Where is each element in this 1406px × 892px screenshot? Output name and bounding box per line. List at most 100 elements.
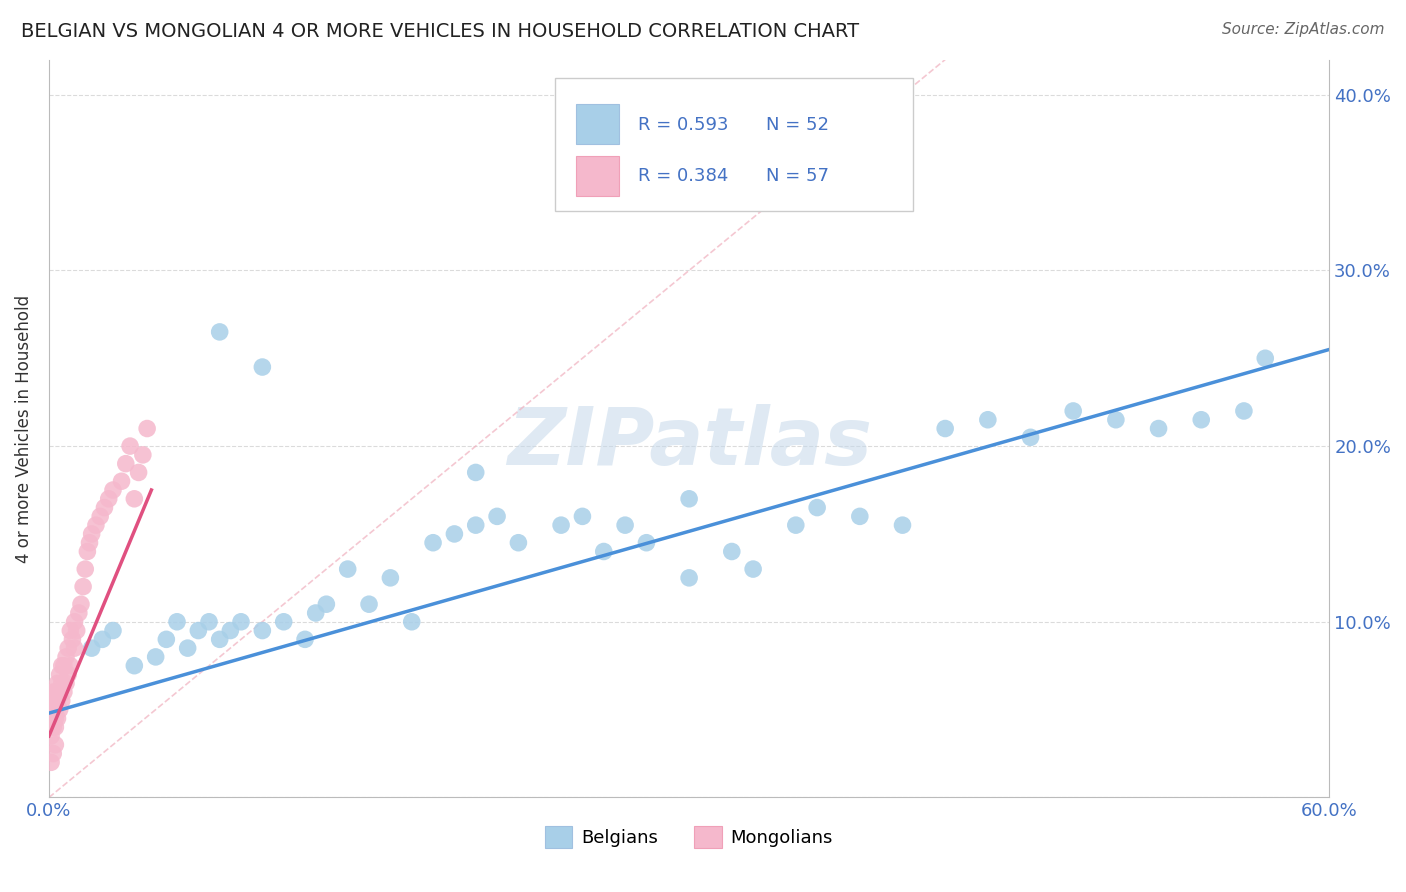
Point: [977, 413, 1000, 427]
Point: [42, 685, 65, 699]
Point: [486, 509, 509, 524]
Point: [592, 544, 614, 558]
Point: [59, 624, 82, 638]
Point: [273, 615, 295, 629]
Point: [128, 466, 150, 480]
Point: [166, 615, 188, 629]
Point: [806, 500, 828, 515]
Point: [39, 756, 62, 770]
Point: [72, 580, 94, 594]
Point: [315, 597, 337, 611]
Point: [46, 694, 69, 708]
Point: [52, 685, 75, 699]
Point: [336, 562, 359, 576]
Point: [357, 597, 380, 611]
Point: [48, 703, 70, 717]
Point: [785, 518, 807, 533]
Point: [1062, 404, 1084, 418]
Point: [124, 658, 146, 673]
Point: [614, 518, 637, 533]
Point: [80, 527, 103, 541]
Point: [252, 624, 274, 638]
Point: [80, 641, 103, 656]
Point: [39, 703, 62, 717]
Point: [145, 649, 167, 664]
Point: [62, 632, 84, 647]
Point: [132, 448, 155, 462]
Text: N = 57: N = 57: [766, 167, 830, 186]
Bar: [576, 155, 619, 196]
Point: [89, 509, 111, 524]
FancyBboxPatch shape: [555, 78, 912, 211]
Point: [187, 624, 209, 638]
Point: [55, 649, 77, 664]
Point: [891, 518, 914, 533]
Point: [42, 747, 65, 761]
Point: [136, 421, 159, 435]
Point: [219, 624, 242, 638]
Point: [464, 466, 486, 480]
Point: [79, 535, 101, 549]
Point: [252, 359, 274, 374]
Point: [44, 738, 66, 752]
Point: [63, 641, 86, 656]
Point: [636, 535, 658, 549]
Point: [155, 632, 177, 647]
Point: [42, 711, 65, 725]
Point: [1147, 421, 1170, 435]
Point: [508, 535, 530, 549]
Point: [571, 509, 593, 524]
Point: [39, 720, 62, 734]
Point: [124, 491, 146, 506]
Point: [42, 720, 65, 734]
Point: [934, 421, 956, 435]
Text: R = 0.384: R = 0.384: [638, 167, 728, 186]
Point: [114, 457, 136, 471]
Point: [849, 509, 872, 524]
Point: [44, 720, 66, 734]
Point: [56, 641, 79, 656]
Point: [380, 571, 402, 585]
Point: [51, 676, 73, 690]
Point: [44, 703, 66, 717]
Point: [1019, 430, 1042, 444]
Point: [51, 694, 73, 708]
Point: [46, 711, 69, 725]
Point: [229, 615, 252, 629]
Point: [91, 632, 114, 647]
Point: [305, 606, 328, 620]
Text: R = 0.593: R = 0.593: [638, 116, 728, 134]
Point: [84, 518, 107, 533]
Point: [93, 500, 115, 515]
Point: [39, 729, 62, 743]
Point: [76, 544, 98, 558]
Point: [39, 694, 62, 708]
Point: [44, 685, 66, 699]
Point: [70, 597, 93, 611]
Point: [1105, 413, 1128, 427]
Point: [678, 571, 700, 585]
Point: [422, 535, 444, 549]
Point: [198, 615, 221, 629]
Point: [59, 658, 82, 673]
Point: [464, 518, 486, 533]
Point: [1189, 413, 1212, 427]
Point: [208, 632, 231, 647]
Point: [443, 527, 465, 541]
Bar: [576, 103, 619, 145]
Text: BELGIAN VS MONGOLIAN 4 OR MORE VEHICLES IN HOUSEHOLD CORRELATION CHART: BELGIAN VS MONGOLIAN 4 OR MORE VEHICLES …: [21, 22, 859, 41]
Point: [51, 658, 73, 673]
Legend: Belgians, Mongolians: Belgians, Mongolians: [538, 818, 841, 855]
Point: [401, 615, 423, 629]
Text: Source: ZipAtlas.com: Source: ZipAtlas.com: [1222, 22, 1385, 37]
Point: [120, 439, 142, 453]
Y-axis label: 4 or more Vehicles in Household: 4 or more Vehicles in Household: [15, 294, 32, 563]
Point: [66, 624, 89, 638]
Point: [101, 624, 124, 638]
Point: [1233, 404, 1256, 418]
Text: ZIPatlas: ZIPatlas: [506, 404, 872, 483]
Text: N = 52: N = 52: [766, 116, 830, 134]
Point: [550, 518, 572, 533]
Point: [678, 491, 700, 506]
Point: [294, 632, 316, 647]
